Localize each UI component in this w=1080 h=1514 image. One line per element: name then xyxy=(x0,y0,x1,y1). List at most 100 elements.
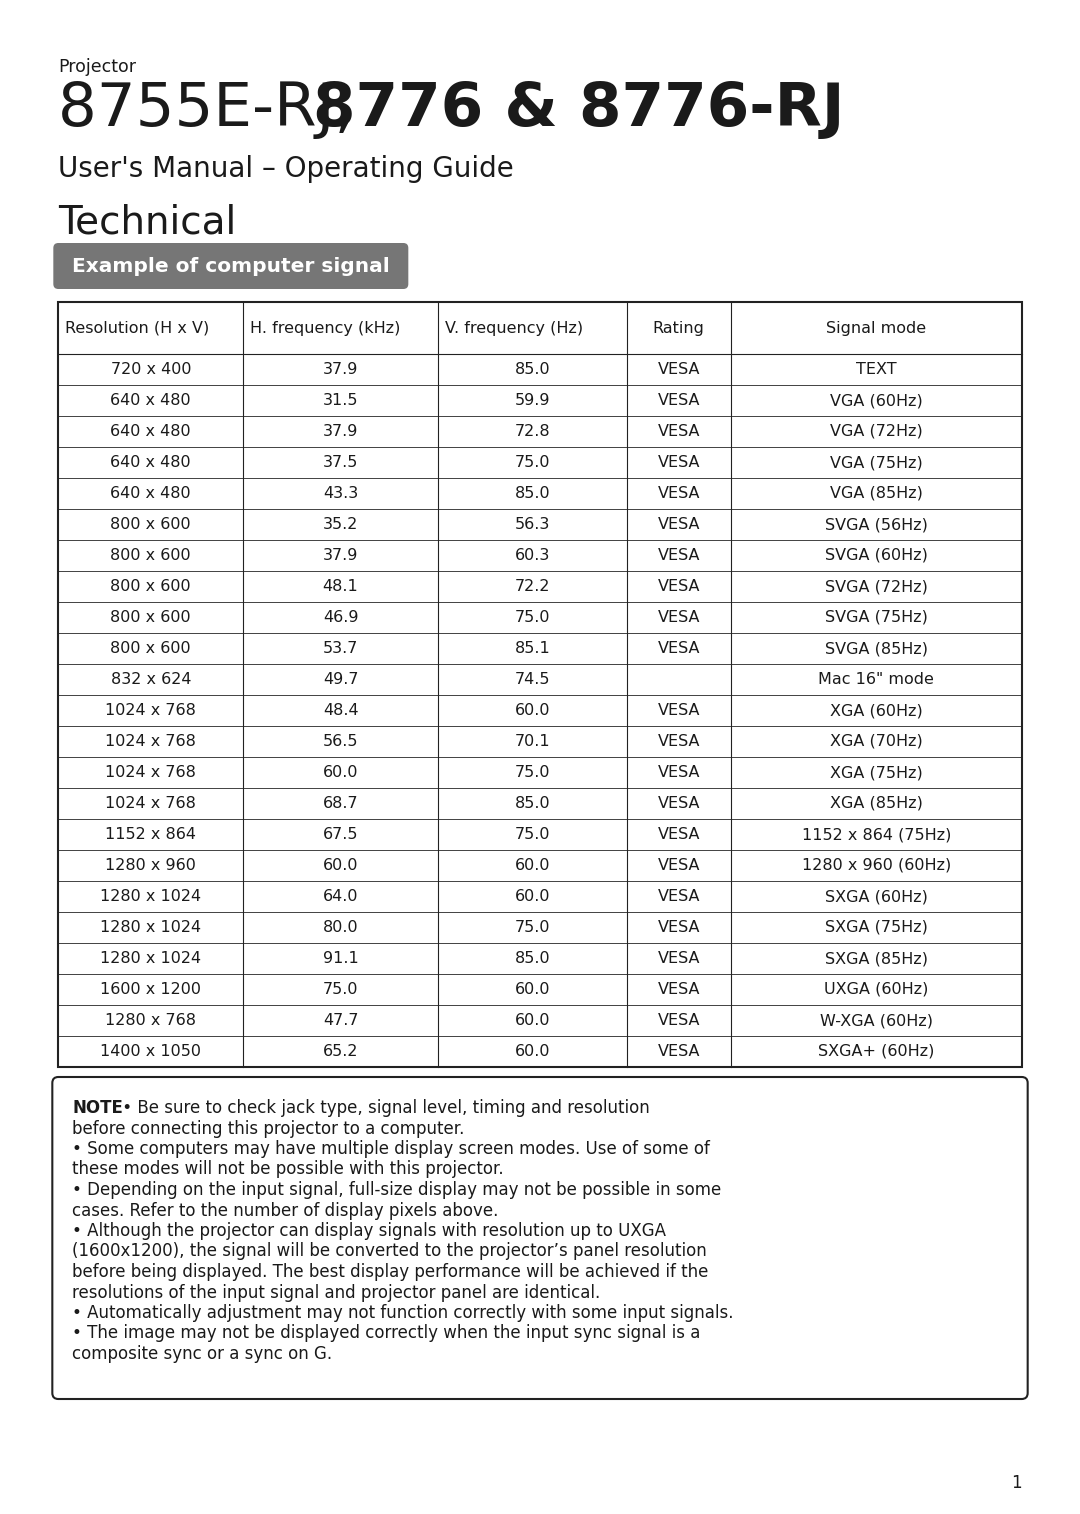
Text: 1152 x 864: 1152 x 864 xyxy=(106,827,197,842)
Text: VESA: VESA xyxy=(658,362,700,377)
Text: 800 x 600: 800 x 600 xyxy=(110,516,191,531)
Text: 85.0: 85.0 xyxy=(514,486,550,501)
Text: 8776 & 8776-RJ: 8776 & 8776-RJ xyxy=(313,80,845,139)
Text: before being displayed. The best display performance will be achieved if the: before being displayed. The best display… xyxy=(72,1263,708,1281)
Text: 800 x 600: 800 x 600 xyxy=(110,610,191,625)
Bar xyxy=(58,301,1022,1067)
Text: VESA: VESA xyxy=(658,424,700,439)
Text: SVGA (60Hz): SVGA (60Hz) xyxy=(825,548,928,563)
Text: XGA (60Hz): XGA (60Hz) xyxy=(829,702,922,718)
Text: TEXT: TEXT xyxy=(856,362,896,377)
Text: VESA: VESA xyxy=(658,1013,700,1028)
Text: 60.3: 60.3 xyxy=(514,548,550,563)
Text: VESA: VESA xyxy=(658,858,700,874)
Text: • Be sure to check jack type, signal level, timing and resolution: • Be sure to check jack type, signal lev… xyxy=(118,1099,650,1117)
Text: SVGA (56Hz): SVGA (56Hz) xyxy=(825,516,928,531)
Text: 46.9: 46.9 xyxy=(323,610,359,625)
Text: VESA: VESA xyxy=(658,578,700,593)
Text: VESA: VESA xyxy=(658,702,700,718)
Text: Signal mode: Signal mode xyxy=(826,321,927,336)
Text: 31.5: 31.5 xyxy=(323,394,359,407)
Text: 37.9: 37.9 xyxy=(323,362,359,377)
Text: VESA: VESA xyxy=(658,1045,700,1058)
Text: 60.0: 60.0 xyxy=(514,889,550,904)
Text: 65.2: 65.2 xyxy=(323,1045,359,1058)
Text: XGA (85Hz): XGA (85Hz) xyxy=(829,796,922,812)
Text: W-XGA (60Hz): W-XGA (60Hz) xyxy=(820,1013,933,1028)
Text: SXGA (85Hz): SXGA (85Hz) xyxy=(825,951,928,966)
Text: 1280 x 1024: 1280 x 1024 xyxy=(100,889,201,904)
Text: • Some computers may have multiple display screen modes. Use of some of: • Some computers may have multiple displ… xyxy=(72,1140,711,1158)
Text: VESA: VESA xyxy=(658,394,700,407)
Text: 720 x 400: 720 x 400 xyxy=(110,362,191,377)
Text: UXGA (60Hz): UXGA (60Hz) xyxy=(824,983,929,998)
Text: 72.8: 72.8 xyxy=(514,424,550,439)
Text: Resolution (H x V): Resolution (H x V) xyxy=(65,321,210,336)
Text: 56.5: 56.5 xyxy=(323,734,359,749)
Text: VESA: VESA xyxy=(658,921,700,936)
Text: 91.1: 91.1 xyxy=(323,951,359,966)
Text: VESA: VESA xyxy=(658,516,700,531)
Text: VESA: VESA xyxy=(658,796,700,812)
Text: 60.0: 60.0 xyxy=(323,765,359,780)
Text: 48.1: 48.1 xyxy=(323,578,359,593)
Text: VESA: VESA xyxy=(658,486,700,501)
Text: 1: 1 xyxy=(1011,1475,1022,1491)
Text: 75.0: 75.0 xyxy=(514,765,550,780)
Text: 640 x 480: 640 x 480 xyxy=(110,486,191,501)
Text: H. frequency (kHz): H. frequency (kHz) xyxy=(251,321,401,336)
Text: • Depending on the input signal, full-size display may not be possible in some: • Depending on the input signal, full-si… xyxy=(72,1181,721,1199)
Text: 75.0: 75.0 xyxy=(514,921,550,936)
FancyBboxPatch shape xyxy=(53,244,408,289)
Text: these modes will not be possible with this projector.: these modes will not be possible with th… xyxy=(72,1161,504,1178)
Text: cases. Refer to the number of display pixels above.: cases. Refer to the number of display pi… xyxy=(72,1202,499,1219)
Text: 75.0: 75.0 xyxy=(514,456,550,469)
Text: VGA (85Hz): VGA (85Hz) xyxy=(829,486,922,501)
Text: 640 x 480: 640 x 480 xyxy=(110,394,191,407)
Text: SXGA (75Hz): SXGA (75Hz) xyxy=(825,921,928,936)
Text: 47.7: 47.7 xyxy=(323,1013,359,1028)
Text: 72.2: 72.2 xyxy=(514,578,550,593)
Text: SVGA (72Hz): SVGA (72Hz) xyxy=(825,578,928,593)
Text: 80.0: 80.0 xyxy=(323,921,359,936)
Text: resolutions of the input signal and projector panel are identical.: resolutions of the input signal and proj… xyxy=(72,1284,600,1302)
Text: 1400 x 1050: 1400 x 1050 xyxy=(100,1045,201,1058)
Text: XGA (75Hz): XGA (75Hz) xyxy=(829,765,922,780)
Text: 85.0: 85.0 xyxy=(514,362,550,377)
Text: composite sync or a sync on G.: composite sync or a sync on G. xyxy=(72,1344,333,1363)
Text: 1280 x 768: 1280 x 768 xyxy=(106,1013,197,1028)
Text: VESA: VESA xyxy=(658,765,700,780)
Text: SVGA (85Hz): SVGA (85Hz) xyxy=(825,640,928,656)
Text: 1024 x 768: 1024 x 768 xyxy=(106,734,197,749)
Text: VGA (72Hz): VGA (72Hz) xyxy=(829,424,922,439)
Text: Example of computer signal: Example of computer signal xyxy=(72,257,390,277)
Text: 8755E-RJ,: 8755E-RJ, xyxy=(58,80,374,139)
Text: 70.1: 70.1 xyxy=(514,734,550,749)
Text: SVGA (75Hz): SVGA (75Hz) xyxy=(825,610,928,625)
Text: 60.0: 60.0 xyxy=(514,1013,550,1028)
Text: 1280 x 960 (60Hz): 1280 x 960 (60Hz) xyxy=(801,858,950,874)
Text: 60.0: 60.0 xyxy=(514,1045,550,1058)
Text: 74.5: 74.5 xyxy=(514,672,550,687)
Text: User's Manual – Operating Guide: User's Manual – Operating Guide xyxy=(58,154,514,183)
Text: before connecting this projector to a computer.: before connecting this projector to a co… xyxy=(72,1119,464,1137)
Text: VESA: VESA xyxy=(658,889,700,904)
Text: VESA: VESA xyxy=(658,827,700,842)
Text: Projector: Projector xyxy=(58,58,136,76)
Text: 60.0: 60.0 xyxy=(514,983,550,998)
Text: 640 x 480: 640 x 480 xyxy=(110,424,191,439)
Text: VESA: VESA xyxy=(658,734,700,749)
Text: 75.0: 75.0 xyxy=(514,827,550,842)
Text: 1024 x 768: 1024 x 768 xyxy=(106,765,197,780)
Text: 800 x 600: 800 x 600 xyxy=(110,578,191,593)
Text: 640 x 480: 640 x 480 xyxy=(110,456,191,469)
Text: VESA: VESA xyxy=(658,640,700,656)
Text: VESA: VESA xyxy=(658,456,700,469)
Text: 43.3: 43.3 xyxy=(323,486,359,501)
Text: Rating: Rating xyxy=(652,321,704,336)
Text: 1024 x 768: 1024 x 768 xyxy=(106,796,197,812)
Text: 800 x 600: 800 x 600 xyxy=(110,640,191,656)
Text: XGA (70Hz): XGA (70Hz) xyxy=(829,734,922,749)
Text: 35.2: 35.2 xyxy=(323,516,359,531)
Text: VESA: VESA xyxy=(658,983,700,998)
